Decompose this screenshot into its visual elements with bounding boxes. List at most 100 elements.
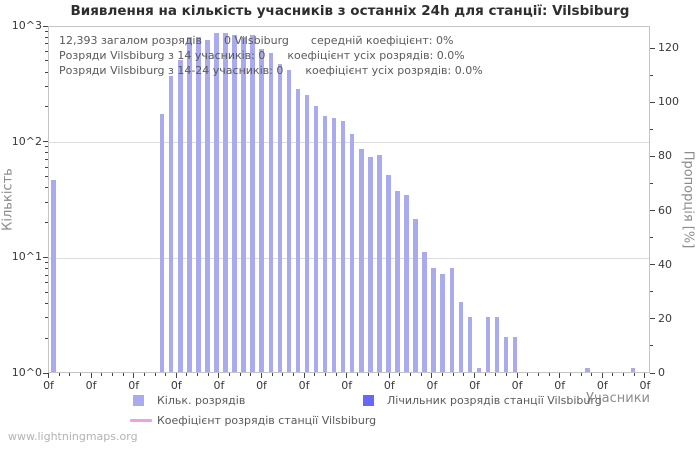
y-axis-left-tick-label: 10^1 [11,250,42,264]
x-axis-major-tick [133,373,135,378]
decade-gridline [49,142,649,144]
x-axis-minor-tick [292,373,294,376]
info-strokes-14: Розряди Vilsbiburg з 14 учасників: 0 [59,49,266,62]
x-axis-minor-tick [633,373,635,376]
info-station-zero: 0 Vilsbiburg [223,34,289,47]
stroke-count-bar [313,105,319,372]
x-axis-minor-tick [537,373,539,376]
x-axis-minor-tick [484,373,486,376]
y-axis-right-minor-tick [650,345,653,347]
info-ratio-all-1: коефіцієнт усіх розрядів: 0.0% [287,49,465,62]
stroke-count-bar [395,190,400,372]
y-axis-left-major-tick [43,141,48,143]
x-axis-minor-tick [324,373,326,376]
x-axis-minor-tick [111,373,113,376]
y-axis-left-minor-tick [45,201,48,203]
x-axis-minor-tick [463,373,465,376]
y-axis-right-title: Пропорція [%] [680,150,696,249]
y-axis-right-tick-label: 20 [658,311,672,325]
x-axis-major-tick [48,373,49,378]
stroke-count-bar [585,368,590,372]
x-axis-major-tick [218,373,220,378]
x-axis-tick-label: 0f [43,379,54,392]
y-axis-left-minor-tick [45,282,48,284]
x-axis-major-tick [175,373,177,378]
watermark: www.lightningmaps.org [8,430,138,443]
stroke-count-bar [368,156,373,372]
x-axis-minor-tick [591,373,593,376]
stroke-count-bar [196,36,201,372]
x-axis-minor-tick [580,373,582,376]
y-axis-left-tick-label: 10^2 [11,134,42,148]
y-axis-right-major-tick [650,372,655,374]
x-axis-minor-tick [58,373,60,376]
x-axis-minor-tick [197,373,199,376]
x-axis-major-tick [261,373,262,378]
stroke-count-bar [404,194,409,372]
stroke-count-bar [331,117,337,372]
y-axis-right-major-tick [650,210,655,212]
x-axis-tick-label: 0f [554,379,566,392]
chart-title: Виявлення на кількість учасників з остан… [70,3,630,19]
stroke-count-bar [322,115,328,372]
info-line-1: 12,393 загалом розрядів 0 Vilsbiburg серед… [59,33,505,48]
stroke-count-bar [168,76,174,372]
y-axis-right-tick-label: 80 [658,149,672,163]
y-axis-left-minor-tick [45,60,48,62]
legend-line-ratio [130,419,152,422]
y-axis-left-tick-label: 10^0 [11,366,42,379]
x-axis-minor-tick [623,373,625,376]
x-axis-minor-tick [612,373,614,376]
plot-info-text: 12,393 загалом розрядів 0 Vilsbiburg серед… [59,33,505,78]
stroke-count-bar [503,337,509,372]
y-axis-left-minor-tick [45,337,48,339]
y-axis-left-minor-tick [45,51,48,53]
y-axis-left-tick-label: 10^3 [11,19,42,32]
stroke-count-bar [259,49,264,372]
legend-swatch-station-counter [363,395,374,406]
info-total-strokes: 12,393 загалом розрядів [59,34,202,47]
y-axis-left-minor-tick [45,262,48,264]
info-line-3: Розряди Vilsbiburg з 14-24 учасників: 0 к… [59,63,505,78]
stroke-count-bar [250,35,255,372]
y-axis-right-major-tick [650,318,655,320]
y-axis-left-minor-tick [45,43,48,45]
y-axis-right-major-tick [650,264,655,266]
y-axis-left-minor-tick [45,187,48,189]
x-axis-minor-tick [229,373,231,376]
stroke-count-bar [277,64,282,372]
y-axis-left-minor-tick [45,222,48,223]
y-axis-right-major-tick [650,155,655,157]
y-axis-left-minor-tick [45,71,48,73]
y-axis-right-minor-tick [650,128,653,130]
x-axis-minor-tick [250,373,252,376]
x-axis-tick-label: 0f [511,379,523,392]
x-axis-tick-label: 0f [383,379,395,392]
y-axis-left-minor-tick [45,152,48,154]
stroke-count-bar [214,33,219,372]
x-axis-minor-tick [495,373,497,376]
x-axis-minor-tick [207,373,209,376]
x-axis-tick-label: 0f [469,379,480,392]
y-axis-left-minor-tick [45,175,48,177]
y-axis-right-minor-tick [650,291,653,293]
stroke-count-bar [359,148,364,372]
y-axis-right-minor-tick [650,182,653,184]
plot-area: 12,393 загалом розрядів 0 Vilsbiburg серед… [48,26,650,373]
legend-label-ratio: Коефіцієнт розрядів станції Vilsbiburg [157,414,377,427]
x-axis-minor-tick [356,373,358,376]
y-axis-left-title: Кількість [0,168,16,231]
stroke-count-bar [458,302,463,372]
y-axis-left-minor-tick [45,166,48,168]
y-axis-right-tick-label: 0 [658,366,665,379]
stroke-count-bar [422,251,427,372]
y-axis-left-minor-tick [45,317,48,319]
x-axis-major-tick [303,373,305,378]
stroke-count-bar [268,52,273,372]
y-axis-left-major-tick [43,372,48,374]
stroke-count-bar [440,274,445,372]
y-axis-left-minor-tick [45,302,48,304]
y-axis-left-minor-tick [45,30,48,32]
y-axis-left-minor-tick [45,146,48,148]
x-axis-minor-tick [335,373,337,376]
